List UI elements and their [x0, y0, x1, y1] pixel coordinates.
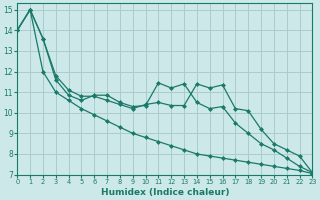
X-axis label: Humidex (Indice chaleur): Humidex (Indice chaleur) [100, 188, 229, 197]
